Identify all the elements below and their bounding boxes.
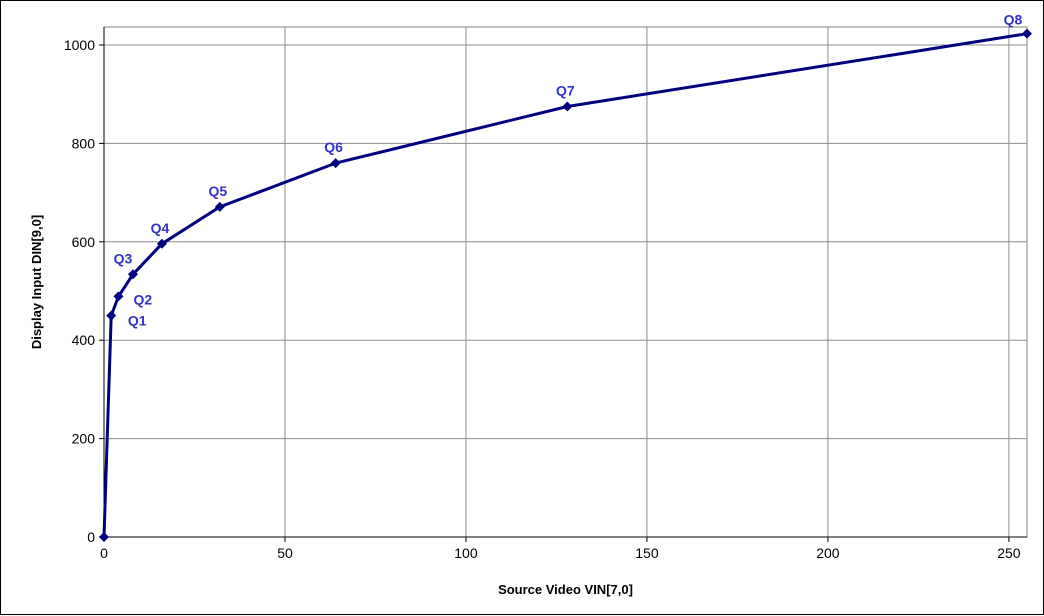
y-tick-label: 400 bbox=[72, 332, 96, 348]
y-tick-label: 800 bbox=[72, 135, 96, 151]
data-point-marker bbox=[330, 158, 341, 169]
data-point-marker bbox=[99, 532, 109, 542]
axes bbox=[99, 27, 1027, 542]
data-label-q2: Q2 bbox=[133, 291, 152, 307]
data-label-q3: Q3 bbox=[114, 250, 133, 266]
x-tick-label: 50 bbox=[277, 545, 293, 561]
data-label-q4: Q4 bbox=[151, 220, 170, 236]
y-tick-label: 0 bbox=[87, 529, 95, 545]
data-point-marker bbox=[106, 310, 117, 321]
gridlines bbox=[104, 27, 1027, 537]
data-point-marker bbox=[562, 101, 573, 112]
y-tick-label: 600 bbox=[72, 234, 96, 250]
x-tick-label: 0 bbox=[100, 545, 108, 561]
data-label-q6: Q6 bbox=[324, 139, 343, 155]
x-tick-label: 100 bbox=[454, 545, 478, 561]
series-layer bbox=[99, 28, 1032, 542]
data-label-q1: Q1 bbox=[128, 313, 147, 329]
x-tick-label: 200 bbox=[816, 545, 840, 561]
x-axis-title: Source Video VIN[7,0] bbox=[498, 582, 633, 597]
y-tick-label: 200 bbox=[72, 431, 96, 447]
y-tick-label: 1000 bbox=[64, 37, 95, 53]
data-label-q8: Q8 bbox=[1004, 12, 1023, 28]
x-tick-label: 250 bbox=[997, 545, 1021, 561]
data-point-marker bbox=[156, 238, 167, 249]
data-label-q7: Q7 bbox=[556, 83, 575, 99]
data-point-marker bbox=[113, 291, 124, 302]
y-axis-title: Display Input DIN[9,0] bbox=[29, 215, 44, 349]
data-point-marker bbox=[127, 269, 138, 280]
x-tick-label: 150 bbox=[635, 545, 659, 561]
data-point-marker bbox=[1022, 28, 1032, 39]
data-label-q5: Q5 bbox=[208, 183, 227, 199]
data-point-marker bbox=[214, 201, 225, 212]
point-labels: Q1 Q2 Q3 Q4 Q5 Q6 Q7 Q8 bbox=[114, 12, 1023, 329]
tick-labels: 0 200 400 600 800 1000 0 50 100 150 200 250 bbox=[64, 37, 1021, 561]
